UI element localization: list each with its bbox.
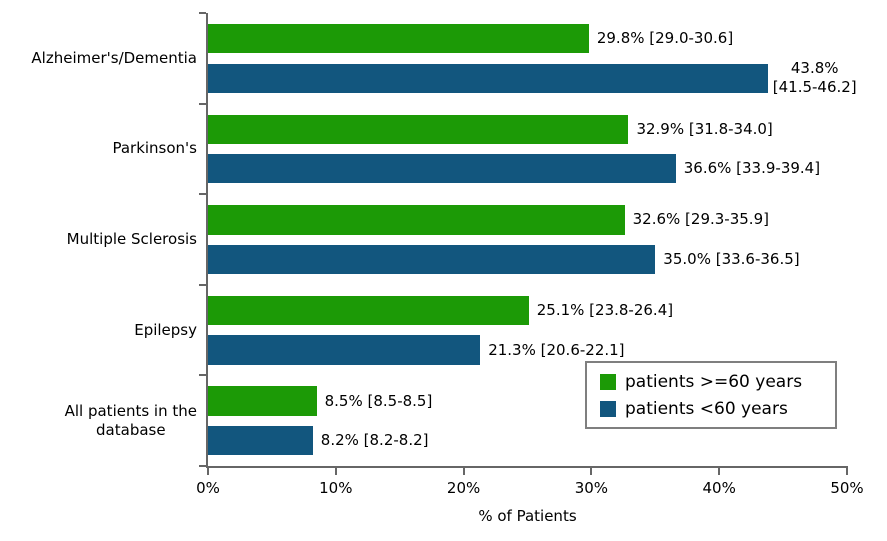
x-tick [846, 466, 848, 475]
category-label: Alzheimer's/Dementia [31, 48, 197, 67]
bar-over60 [208, 295, 529, 326]
legend-label: patients <60 years [625, 398, 788, 419]
bar-over60 [208, 386, 317, 416]
legend-item: patients <60 years [600, 399, 829, 419]
bar-over60 [208, 23, 589, 54]
x-tick-label: 30% [574, 479, 609, 497]
bar-over60 [208, 114, 629, 144]
bar-value-label: 21.3% [20.6-22.1] [488, 340, 625, 359]
category-label: Multiple Sclerosis [66, 230, 197, 248]
legend: patients >=60 years patients <60 years [585, 361, 837, 429]
bar-under60 [208, 335, 481, 365]
bar-value-label: 43.8% [41.5-46.2] [772, 59, 857, 97]
bar-value-label: 8.2% [8.2-8.2] [320, 431, 429, 450]
legend-swatch-under60 [600, 400, 616, 417]
y-axis [206, 13, 208, 468]
x-tick-label: 40% [702, 479, 736, 497]
bar-value-label: 25.1% [23.8-26.4] [536, 300, 674, 319]
x-tick [334, 466, 337, 475]
bar-under60 [208, 244, 656, 275]
y-tick [199, 374, 206, 377]
y-tick [199, 465, 206, 467]
bar-over60 [208, 205, 625, 235]
legend-swatch-over60 [600, 373, 616, 390]
y-tick [199, 12, 206, 14]
y-tick [199, 283, 206, 286]
y-tick [199, 193, 206, 196]
x-tick-label: 0% [196, 479, 220, 497]
x-axis [206, 466, 847, 468]
bar-value-label: 36.6% [33.9-39.4] [683, 159, 821, 178]
x-tick [590, 466, 593, 475]
category-label: Epilepsy [134, 320, 197, 339]
bar-value-label: 32.9% [31.8-34.0] [636, 119, 773, 138]
x-tick-label: 20% [446, 479, 481, 497]
bar-value-label: 29.8% [29.0-30.6] [596, 29, 734, 48]
y-tick [199, 102, 206, 105]
category-label: All patients in the database [64, 401, 197, 439]
bar-value-label: 32.6% [29.3-35.9] [632, 210, 769, 229]
x-tick-label: 10% [319, 479, 353, 497]
bar-value-label: 8.5% [8.5-8.5] [324, 391, 433, 410]
bar-value-label: 35.0% [33.6-36.5] [663, 249, 800, 268]
x-axis-title: % of Patients [478, 507, 577, 525]
bar-under60 [208, 425, 313, 456]
legend-item: patients >=60 years [600, 372, 829, 392]
x-tick [718, 466, 721, 475]
category-label: Parkinson's [112, 139, 197, 158]
x-tick-label: 50% [830, 479, 864, 497]
legend-label: patients >=60 years [625, 371, 803, 392]
x-tick [207, 466, 209, 475]
bar-under60 [208, 63, 768, 93]
x-tick [462, 466, 465, 475]
bar-under60 [208, 154, 676, 184]
